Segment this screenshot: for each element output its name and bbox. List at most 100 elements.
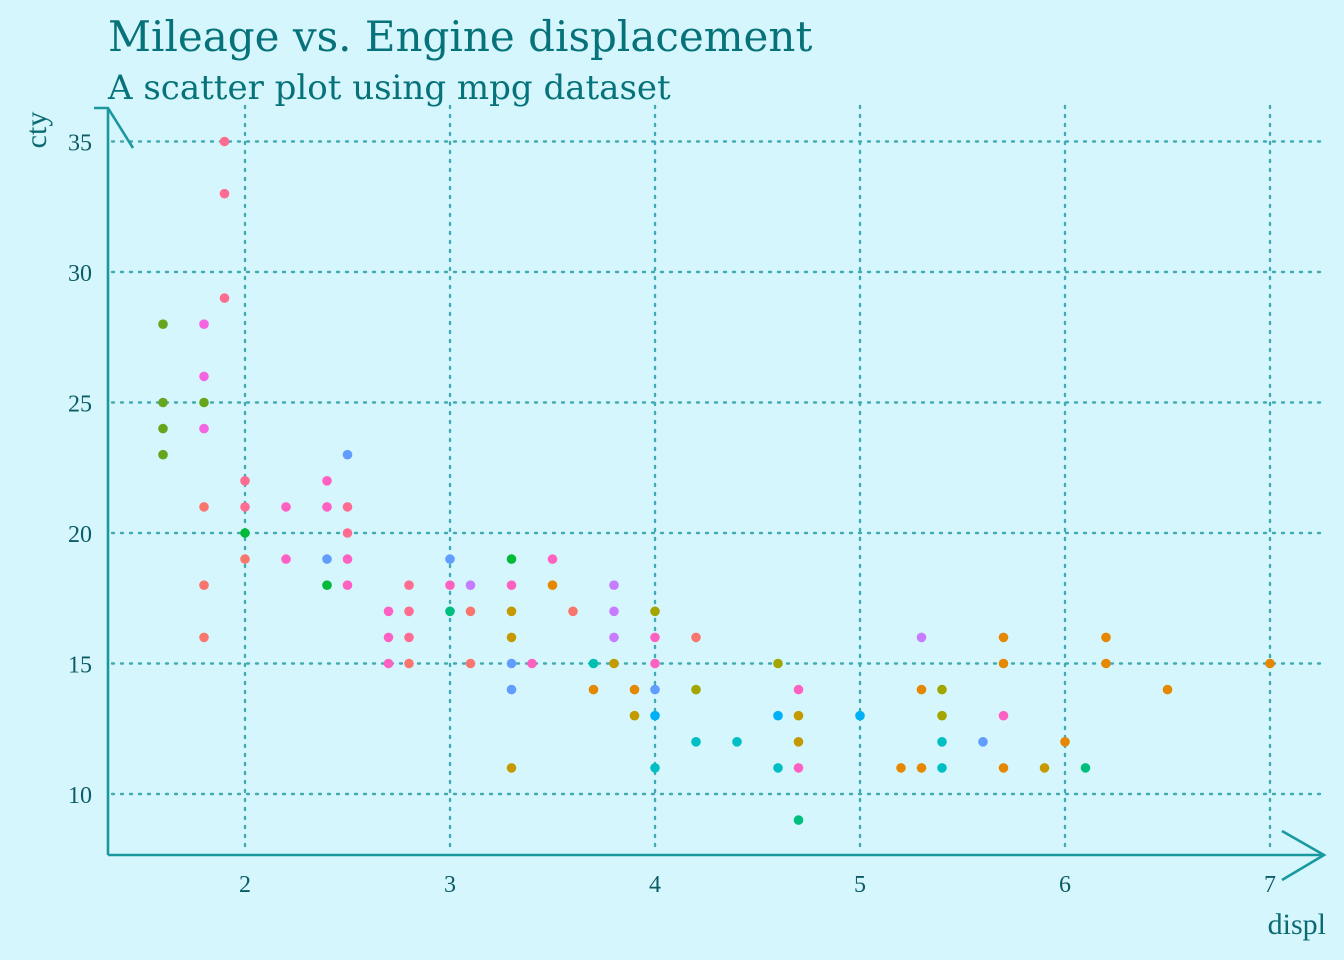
data-point <box>650 632 660 643</box>
data-point <box>650 606 660 617</box>
data-point <box>506 580 517 590</box>
data-point <box>547 554 558 564</box>
data-point <box>773 710 783 721</box>
data-point <box>199 371 209 382</box>
data-point <box>219 136 230 147</box>
x-tick-label: 5 <box>854 872 866 898</box>
data-point <box>506 684 517 695</box>
data-point <box>937 710 947 721</box>
data-point <box>199 423 209 434</box>
data-point <box>199 502 209 512</box>
data-point <box>855 710 865 721</box>
x-tick-label: 2 <box>239 872 251 898</box>
data-point <box>445 580 455 590</box>
data-point <box>1101 632 1111 643</box>
data-point <box>1039 763 1050 773</box>
data-point <box>937 763 947 773</box>
data-point <box>199 397 209 408</box>
data-point <box>342 502 353 512</box>
data-point <box>691 737 701 747</box>
x-tick-label: 6 <box>1059 872 1071 898</box>
data-point <box>650 710 660 721</box>
data-point <box>465 658 476 669</box>
data-point <box>650 684 660 695</box>
data-point <box>793 684 804 695</box>
data-point <box>547 580 558 590</box>
data-point <box>916 684 927 695</box>
data-point <box>793 815 804 825</box>
data-point <box>219 188 230 199</box>
data-point <box>383 658 394 669</box>
data-point <box>732 737 742 747</box>
data-point <box>629 710 640 721</box>
data-point <box>691 632 701 643</box>
data-point <box>445 606 455 617</box>
data-point <box>506 554 517 564</box>
data-point <box>158 397 168 408</box>
data-point <box>588 658 599 669</box>
data-point <box>793 737 804 747</box>
data-point <box>199 580 209 590</box>
data-point <box>691 684 701 695</box>
data-point <box>342 528 353 538</box>
data-point <box>650 763 660 773</box>
data-point <box>158 319 168 330</box>
data-point <box>158 423 168 434</box>
data-point <box>322 554 332 564</box>
data-point <box>506 658 517 669</box>
data-point <box>158 449 168 460</box>
data-point <box>506 632 517 643</box>
data-point <box>199 319 209 330</box>
data-point <box>609 580 619 590</box>
data-point <box>506 606 517 617</box>
y-tick-label: 25 <box>68 392 92 418</box>
data-point <box>1162 684 1173 695</box>
x-axis-title: displ <box>1268 908 1326 941</box>
data-point <box>937 737 947 747</box>
data-point <box>916 632 927 643</box>
data-point <box>219 293 230 303</box>
data-point <box>1080 763 1091 773</box>
data-point <box>342 554 353 564</box>
x-tick-label: 3 <box>444 872 456 898</box>
data-point <box>342 580 353 590</box>
data-point <box>404 606 414 617</box>
x-axis-arrow-icon <box>1281 829 1327 882</box>
tick-labels: 10 15 20 25 30 35 2 3 4 5 6 7 <box>68 131 1276 899</box>
data-point <box>506 763 517 773</box>
chart-subtitle: A scatter plot using mpg dataset <box>107 68 671 108</box>
data-point <box>650 658 660 669</box>
y-tick-label: 20 <box>68 522 92 548</box>
data-point <box>404 658 414 669</box>
data-point <box>322 580 332 590</box>
data-point <box>240 476 250 486</box>
y-tick-label: 30 <box>68 261 92 287</box>
data-point <box>383 606 394 617</box>
data-point <box>588 684 599 695</box>
x-tick-label: 7 <box>1264 872 1276 898</box>
data-point <box>404 580 414 590</box>
data-point <box>322 502 332 512</box>
data-point <box>1265 658 1275 669</box>
data-point <box>445 554 455 564</box>
data-point <box>383 632 394 643</box>
data-point <box>1060 737 1070 747</box>
data-point <box>240 502 250 512</box>
data-point <box>240 554 250 564</box>
data-point <box>609 632 619 643</box>
data-point <box>240 528 250 538</box>
data-point <box>793 763 804 773</box>
grid <box>110 104 1326 854</box>
y-axis-title: cty <box>20 112 53 149</box>
y-tick-label: 10 <box>68 783 92 809</box>
data-point <box>465 580 476 590</box>
y-tick-label: 15 <box>68 653 92 679</box>
axes <box>94 106 1327 882</box>
data-point <box>609 606 619 617</box>
data-point <box>978 737 988 747</box>
data-point <box>609 658 619 669</box>
data-point <box>281 502 291 512</box>
data-point <box>568 606 578 617</box>
